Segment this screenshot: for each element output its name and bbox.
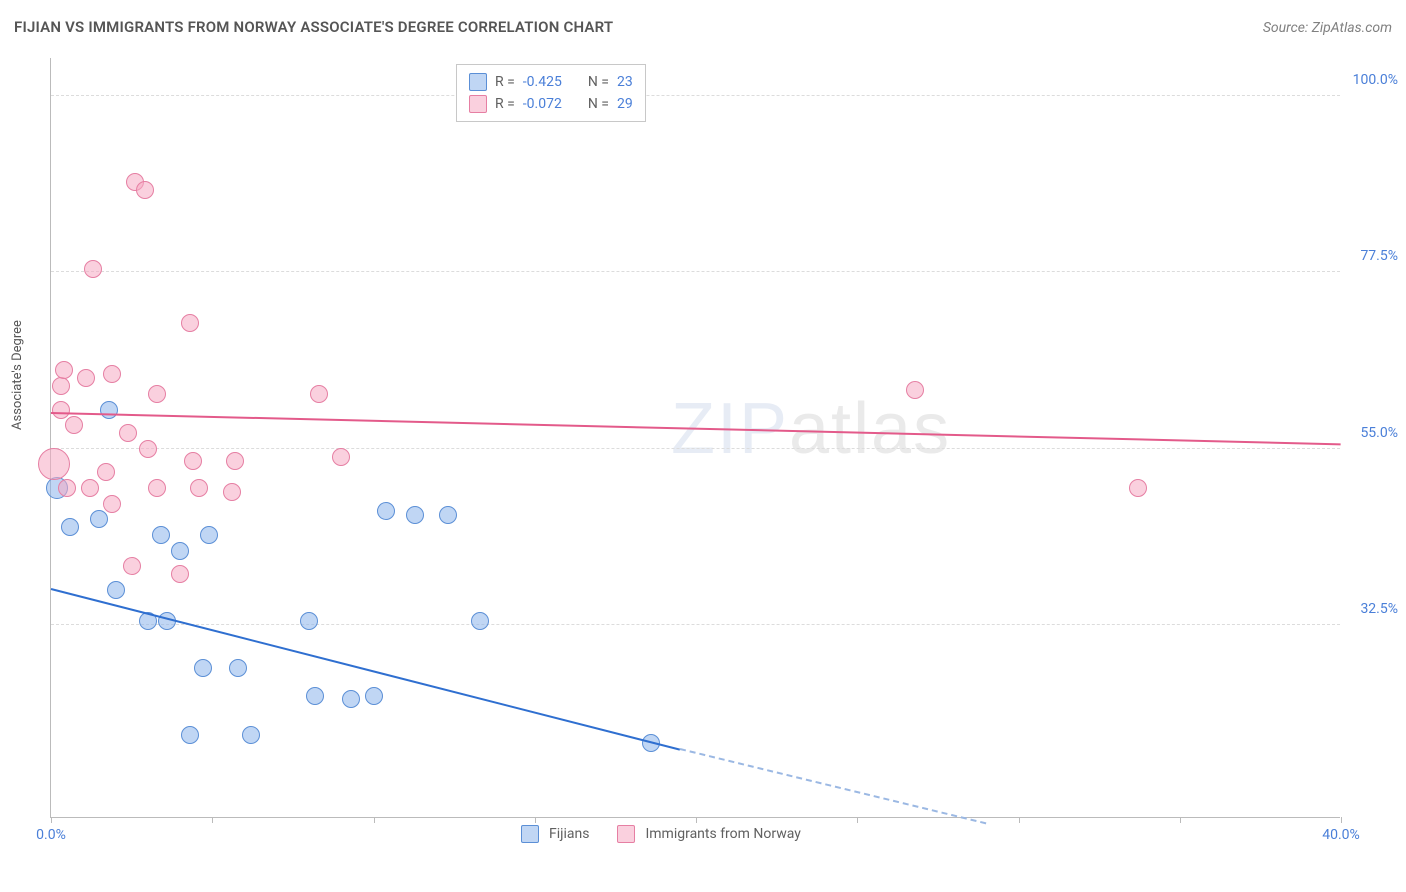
chart-header: FIJIAN VS IMMIGRANTS FROM NORWAY ASSOCIA…: [14, 18, 1392, 36]
data-point: [100, 401, 118, 419]
legend-swatch: [469, 73, 487, 91]
r-label: R =: [495, 71, 515, 93]
trend-line: [51, 588, 680, 751]
data-point: [471, 612, 489, 630]
data-point: [181, 314, 199, 332]
data-point: [184, 452, 202, 470]
data-point: [148, 385, 166, 403]
data-point: [38, 448, 70, 480]
data-point: [171, 565, 189, 583]
data-point: [61, 518, 79, 536]
data-point: [139, 440, 157, 458]
data-point: [148, 479, 166, 497]
y-axis-label: Associate's Degree: [10, 320, 25, 430]
data-point: [152, 526, 170, 544]
legend-row: R = -0.425 N = 23: [469, 71, 633, 93]
legend-row: R = -0.072 N = 29: [469, 93, 633, 115]
data-point: [439, 506, 457, 524]
data-point: [107, 581, 125, 599]
data-point: [58, 479, 76, 497]
x-tick: [696, 817, 697, 823]
n-label: N =: [588, 93, 609, 115]
watermark-thin: atlas: [789, 389, 951, 469]
trend-line: [51, 412, 1341, 445]
x-tick: [857, 817, 858, 823]
n-value: 29: [617, 93, 633, 115]
x-tick: [1019, 817, 1020, 823]
gridline: [51, 624, 1340, 625]
r-label: R =: [495, 93, 515, 115]
data-point: [103, 495, 121, 513]
x-tick: [1180, 817, 1181, 823]
data-point: [52, 377, 70, 395]
data-point: [365, 687, 383, 705]
data-point: [136, 181, 154, 199]
data-point: [226, 452, 244, 470]
data-point: [171, 542, 189, 560]
source-prefix: Source:: [1263, 20, 1312, 36]
data-point: [77, 369, 95, 387]
data-point: [55, 361, 73, 379]
data-point: [377, 502, 395, 520]
x-tick-label: 0.0%: [36, 827, 66, 843]
data-point: [310, 385, 328, 403]
data-point: [223, 483, 241, 501]
data-point: [181, 726, 199, 744]
y-tick-label: 100.0%: [1353, 72, 1398, 88]
x-tick: [212, 817, 213, 823]
y-tick-label: 55.0%: [1360, 425, 1398, 441]
gridline: [51, 95, 1340, 96]
data-point: [242, 726, 260, 744]
data-point: [90, 510, 108, 528]
x-tick: [535, 817, 536, 823]
data-point: [119, 424, 137, 442]
data-point: [306, 687, 324, 705]
legend-swatch: [617, 825, 635, 843]
y-tick-label: 77.5%: [1360, 248, 1398, 264]
gridline: [51, 448, 1340, 449]
data-point: [84, 260, 102, 278]
correlation-legend: R = -0.425 N = 23 R = -0.072 N = 29: [456, 64, 646, 122]
n-label: N =: [588, 71, 609, 93]
source-name: ZipAtlas.com: [1312, 20, 1392, 36]
data-point: [332, 448, 350, 466]
data-point: [194, 659, 212, 677]
x-tick-label: 40.0%: [1322, 827, 1360, 843]
legend-series-name: Fijians: [549, 826, 589, 842]
data-point: [81, 479, 99, 497]
data-point: [342, 690, 360, 708]
trend-line: [680, 748, 987, 824]
data-point: [200, 526, 218, 544]
data-point: [103, 365, 121, 383]
data-point: [906, 381, 924, 399]
data-point: [406, 506, 424, 524]
gridline: [51, 271, 1340, 272]
y-tick-label: 32.5%: [1360, 601, 1398, 617]
series-legend: Fijians Immigrants from Norway: [521, 825, 819, 843]
data-point: [190, 479, 208, 497]
data-point: [123, 557, 141, 575]
x-tick: [1341, 817, 1342, 823]
data-point: [300, 612, 318, 630]
data-point: [229, 659, 247, 677]
data-point: [65, 416, 83, 434]
source-credit: Source: ZipAtlas.com: [1263, 20, 1392, 36]
legend-swatch: [521, 825, 539, 843]
x-tick: [51, 817, 52, 823]
n-value: 23: [617, 71, 633, 93]
legend-swatch: [469, 95, 487, 113]
r-value: -0.072: [523, 93, 562, 115]
data-point: [97, 463, 115, 481]
r-value: -0.425: [523, 71, 562, 93]
data-point: [52, 401, 70, 419]
x-tick: [374, 817, 375, 823]
chart-title: FIJIAN VS IMMIGRANTS FROM NORWAY ASSOCIA…: [14, 18, 613, 36]
scatter-chart: ZIPatlas 32.5%55.0%77.5%100.0%0.0%40.0%R…: [50, 58, 1340, 818]
legend-series-name: Immigrants from Norway: [645, 826, 800, 842]
data-point: [1129, 479, 1147, 497]
